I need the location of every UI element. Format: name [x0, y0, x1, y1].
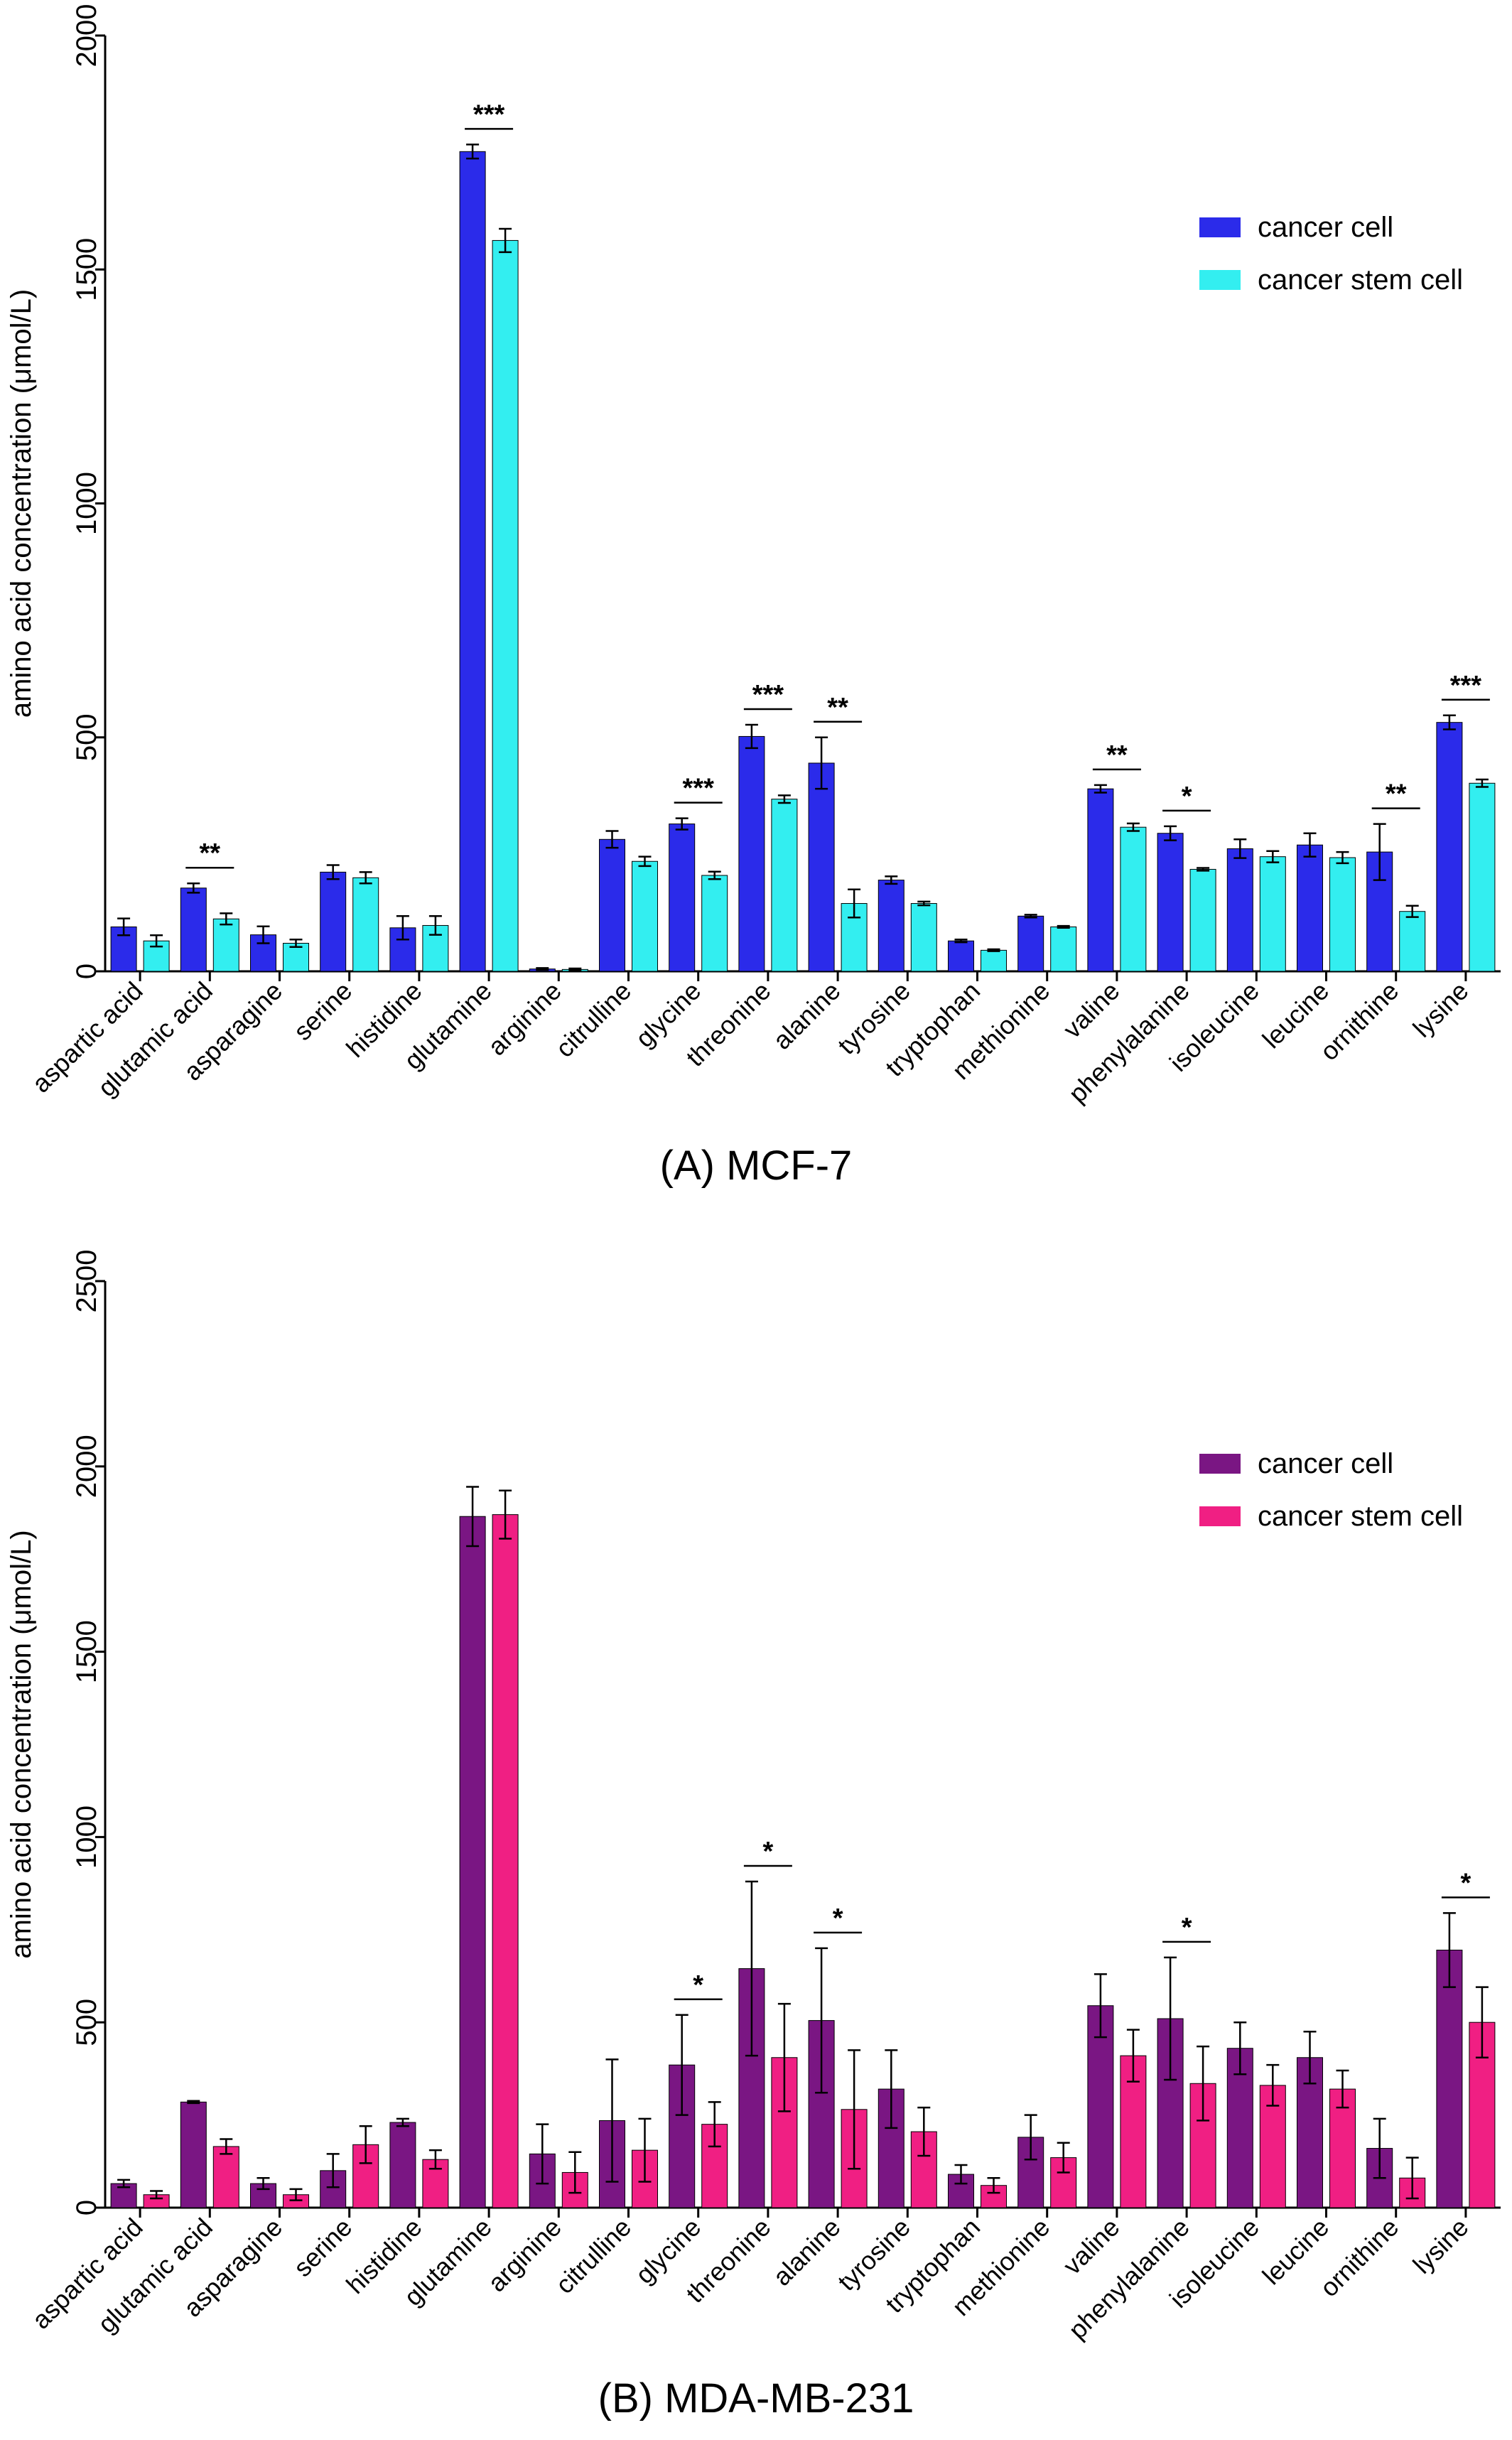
- bar-cancer-stem-cell-glutamine: [492, 239, 519, 972]
- x-tick-label-phenylalanine: phenylalanine: [1063, 2213, 1195, 2345]
- bar-cancer-cell-phenylalanine: [1157, 2018, 1184, 2208]
- significance-marker: ***: [1450, 671, 1482, 701]
- significance-marker: **: [200, 838, 221, 868]
- bar-cancer-stem-cell-glutamine: [492, 1514, 519, 2208]
- y-tick-label: 0: [71, 2200, 102, 2215]
- bar-cancer-stem-cell-lysine: [1469, 782, 1496, 972]
- significance-marker: *: [763, 1837, 774, 1867]
- bar-cancer-cell-threonine: [738, 735, 765, 972]
- bar-cancer-stem-cell-glycine: [701, 875, 728, 972]
- y-tick-label: 1000: [71, 1805, 102, 1869]
- x-tick-label-citrulline: citrulline: [550, 2213, 637, 2299]
- legend-swatch-cancer-cell: [1199, 1454, 1241, 1474]
- bar-cancer-cell-tryptophan: [948, 940, 974, 972]
- bar-cancer-stem-cell-asparagine: [283, 942, 309, 972]
- x-tick-label-alanine: alanine: [767, 976, 846, 1055]
- bar-cancer-cell-tyrosine: [878, 880, 904, 972]
- legend-label-cancer-cell: cancer cell: [1258, 212, 1393, 243]
- x-tick-label-phenylalanine: phenylalanine: [1063, 976, 1195, 1108]
- bar-cancer-cell-glutamine: [459, 1516, 486, 2208]
- panel-caption: (B) MDA-MB-231: [598, 2375, 914, 2422]
- significance-marker: *: [693, 1970, 703, 2000]
- bar-cancer-cell-methionine: [1017, 915, 1044, 972]
- bar-cancer-stem-cell-phenylalanine: [1189, 868, 1216, 972]
- significance-marker: **: [1386, 779, 1407, 809]
- bar-cancer-cell-valine: [1087, 788, 1114, 972]
- significance-marker: ***: [473, 99, 505, 129]
- bar-cancer-stem-cell-valine: [1120, 826, 1147, 972]
- bar-cancer-cell-histidine: [389, 2122, 416, 2208]
- legend-swatch-cancer-stem-cell: [1199, 1506, 1241, 1526]
- panel-caption: (A) MCF-7: [660, 1143, 853, 1189]
- bar-cancer-cell-lysine: [1436, 722, 1463, 972]
- bar-cancer-stem-cell-leucine: [1329, 2088, 1356, 2208]
- bar-cancer-cell-citrulline: [599, 838, 625, 972]
- significance-marker: ***: [752, 680, 784, 710]
- bar-cancer-cell-glycine: [669, 824, 696, 972]
- legend-label-cancer-stem-cell: cancer stem cell: [1258, 264, 1463, 296]
- significance-marker: ***: [683, 774, 715, 804]
- significance-marker: *: [1461, 1868, 1472, 1898]
- x-tick-label-citrulline: citrulline: [550, 976, 637, 1063]
- y-tick-label: 1000: [71, 472, 102, 535]
- bar-cancer-stem-cell-citrulline: [632, 860, 658, 972]
- significance-marker: *: [1182, 1913, 1192, 1943]
- x-tick-label-arginine: arginine: [482, 2213, 567, 2298]
- panel-mcf7: 0 500 1000 1500 2000 amino acid concentration…: [6, 4, 1501, 1189]
- y-tick-label: 2000: [71, 1435, 102, 1498]
- bar-cancer-stem-cell-ornithine: [1399, 911, 1426, 972]
- bar-cancer-stem-cell-isoleucine: [1259, 856, 1286, 972]
- panel-mda-mb-231: 0 500 1000 1500 2000 2500 amino acid concentra…: [6, 1250, 1501, 2422]
- y-tick-label: 2000: [71, 4, 102, 68]
- legend-swatch-cancer-cell: [1199, 217, 1241, 237]
- bar-cancer-stem-cell-serine: [352, 877, 379, 972]
- bar-cancer-cell-lysine: [1436, 1949, 1463, 2208]
- legend-swatch-cancer-stem-cell: [1199, 270, 1241, 290]
- bar-cancer-cell-glutamine: [459, 151, 486, 972]
- y-tick-label: 500: [71, 1999, 102, 2046]
- bar-cancer-stem-cell-tryptophan: [981, 949, 1007, 972]
- significance-marker: *: [1182, 782, 1192, 811]
- bar-cancer-stem-cell-tyrosine: [910, 903, 937, 972]
- x-tick-label-valine: valine: [1057, 2213, 1125, 2281]
- bar-cancer-stem-cell-tryptophan: [981, 2185, 1007, 2208]
- bar-cancer-cell-isoleucine: [1226, 848, 1253, 972]
- bar-cancer-stem-cell-methionine: [1050, 926, 1077, 972]
- y-tick-label: 0: [71, 963, 102, 979]
- bar-cancer-cell-glutamic-acid: [180, 887, 207, 972]
- x-tick-label-ornithine: ornithine: [1314, 2213, 1405, 2303]
- bar-cancer-cell-alanine: [808, 762, 835, 972]
- x-tick-label-valine: valine: [1057, 976, 1125, 1044]
- y-tick-label: 2500: [71, 1250, 102, 1313]
- bar-cancer-stem-cell-glutamic-acid: [212, 918, 239, 972]
- bar-cancer-stem-cell-leucine: [1329, 857, 1356, 972]
- legend-label-cancer-stem-cell: cancer stem cell: [1258, 1501, 1463, 1532]
- bar-cancer-cell-leucine: [1297, 844, 1323, 972]
- x-tick-label-alanine: alanine: [767, 2213, 846, 2291]
- y-axis-label: amino acid concentration (μmol/L): [6, 289, 37, 718]
- x-tick-label-lysine: lysine: [1407, 976, 1474, 1043]
- y-axis-label: amino acid concentration (μmol/L): [6, 1530, 37, 1958]
- x-tick-label-arginine: arginine: [482, 976, 567, 1062]
- bar-cancer-cell-valine: [1087, 2005, 1114, 2208]
- bar-cancer-cell-glutamic-acid: [180, 2101, 207, 2208]
- significance-marker: **: [827, 693, 848, 723]
- y-tick-label: 1500: [71, 1620, 102, 1683]
- significance-marker: **: [1106, 740, 1128, 770]
- bar-cancer-cell-serine: [320, 871, 347, 972]
- bar-cancer-stem-cell-glutamic-acid: [212, 2146, 239, 2208]
- legend-label-cancer-cell: cancer cell: [1258, 1448, 1393, 1479]
- x-tick-label-ornithine: ornithine: [1314, 976, 1405, 1067]
- significance-marker: *: [833, 1904, 843, 1933]
- y-tick-label: 500: [71, 713, 102, 761]
- bar-cancer-stem-cell-threonine: [771, 799, 798, 972]
- bar-cancer-cell-phenylalanine: [1157, 833, 1184, 972]
- x-tick-label-lysine: lysine: [1407, 2213, 1474, 2279]
- y-tick-label: 1500: [71, 238, 102, 301]
